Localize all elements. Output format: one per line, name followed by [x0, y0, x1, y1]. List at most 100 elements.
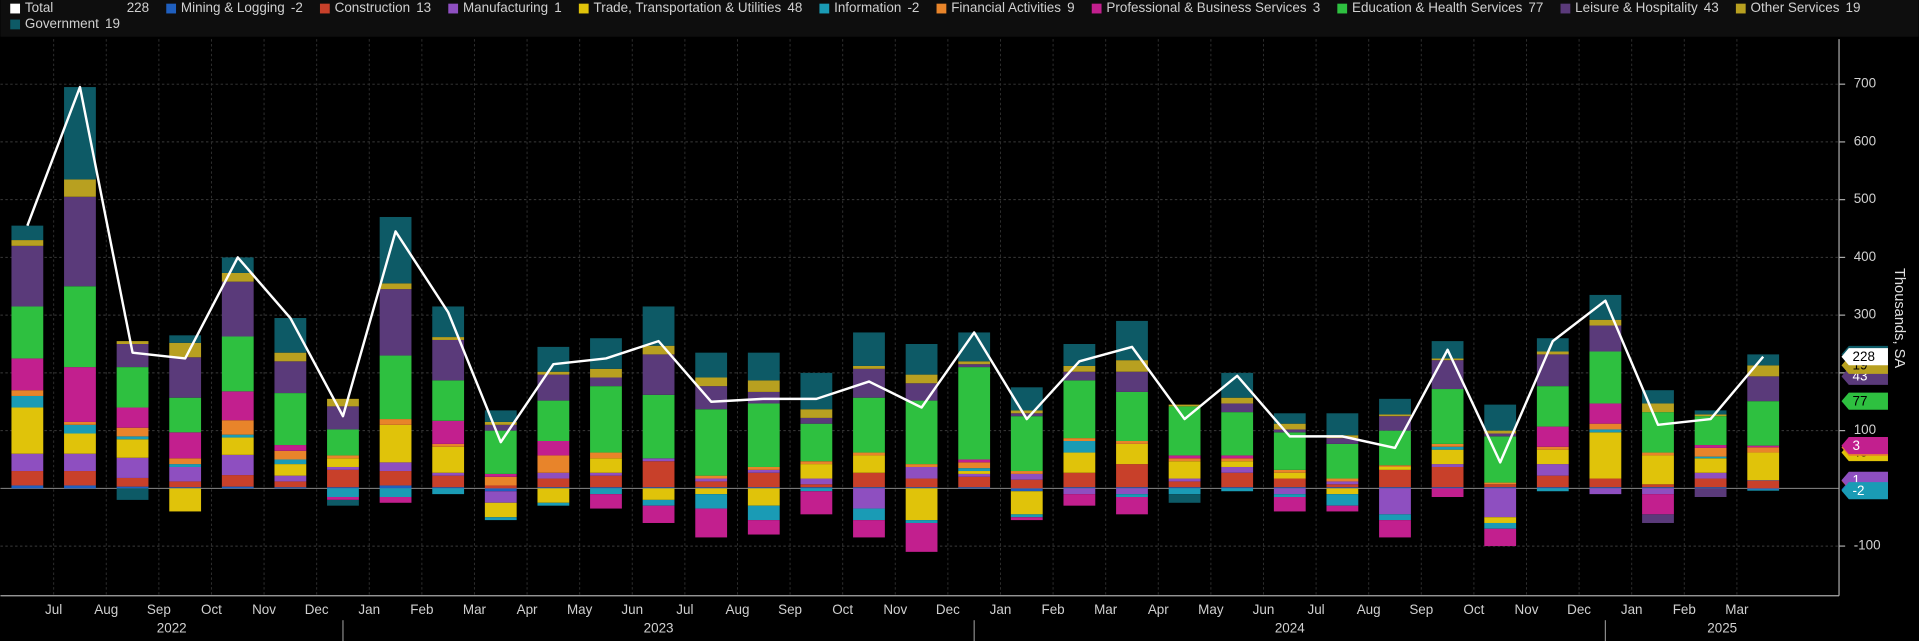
- y-tick-label: 600: [1854, 133, 1876, 148]
- bar-segment: [11, 240, 44, 246]
- bar-segment: [958, 364, 991, 368]
- bar-segment: [1379, 414, 1411, 417]
- bar-segment: [1431, 487, 1464, 489]
- y-tick-label: 400: [1854, 249, 1876, 264]
- bar-segment: [1116, 464, 1148, 488]
- bar-segment: [1010, 410, 1043, 414]
- bar-segment: [432, 475, 465, 488]
- bar-segment: [379, 485, 412, 489]
- bar-segment: [1536, 449, 1569, 465]
- bar-segment: [1221, 412, 1254, 456]
- bar-segment: [853, 365, 885, 369]
- bar-segment: [1642, 455, 1674, 485]
- bar-segment: [1273, 413, 1306, 424]
- bar-segment: [1747, 488, 1780, 490]
- legend-swatch: [10, 19, 21, 30]
- bar-segment: [327, 406, 359, 430]
- bar-segment: [1642, 514, 1674, 523]
- bar-segment: [642, 345, 675, 355]
- bar-segment: [958, 462, 991, 469]
- bar-segment: [1431, 358, 1464, 361]
- bar-segment: [1063, 344, 1096, 366]
- bar-segment: [905, 400, 938, 465]
- bar-segment: [64, 87, 96, 180]
- bar-segment: [1326, 438, 1359, 444]
- bar-segment: [853, 520, 885, 538]
- bar-segment: [590, 458, 622, 473]
- bar-segment: [1694, 445, 1727, 448]
- bar-segment: [221, 272, 254, 282]
- bar-segment: [11, 390, 44, 396]
- bar-segment: [642, 499, 675, 506]
- bar-segment: [905, 520, 938, 523]
- bar-segment: [64, 421, 96, 425]
- x-tick-label: Mar: [1725, 602, 1749, 617]
- x-tick-label: Jun: [621, 602, 643, 617]
- bar-segment: [1116, 487, 1148, 489]
- y-axis-label: Thousands, SA: [1891, 268, 1907, 368]
- legend-swatch: [10, 3, 21, 14]
- bar-segment: [1536, 446, 1569, 450]
- year-label: 2025: [1707, 620, 1737, 635]
- bar-segment: [1063, 452, 1096, 473]
- bar-segment: [695, 478, 728, 482]
- bar-segment: [327, 429, 359, 456]
- bar-segment: [327, 458, 359, 467]
- bar-segment: [1221, 466, 1254, 473]
- bar-segment: [11, 395, 44, 408]
- bar-segment: [432, 380, 465, 421]
- legend-item: Education & Health Services 77: [1337, 0, 1543, 15]
- bar-segment: [484, 502, 517, 518]
- bar-segment: [1063, 441, 1096, 453]
- bar-segment: [11, 453, 44, 472]
- bar-segment: [1221, 461, 1254, 467]
- bar-segment: [1116, 497, 1148, 515]
- bar-segment: [1221, 403, 1254, 413]
- bar-segment: [590, 377, 622, 387]
- bar-segment: [1273, 487, 1306, 489]
- legend-label: Mining & Logging: [181, 0, 285, 15]
- bar-segment: [1063, 494, 1096, 506]
- bar-segment: [221, 437, 254, 455]
- legend-label: Information: [834, 0, 901, 15]
- x-tick-label: Aug: [1357, 602, 1381, 617]
- y-tick-label: 700: [1854, 76, 1876, 91]
- bar-segment: [1168, 455, 1201, 459]
- x-tick-label: May: [1198, 602, 1224, 617]
- bar-segment: [1589, 488, 1622, 495]
- bar-segment: [221, 391, 254, 421]
- bar-segment: [1642, 494, 1674, 515]
- legend-swatch: [448, 3, 459, 14]
- bar-segment: [1536, 426, 1569, 447]
- bar-segment: [695, 494, 728, 509]
- x-tick-label: Feb: [410, 602, 433, 617]
- bar-segment: [1536, 488, 1569, 492]
- bar-segment: [1747, 489, 1780, 491]
- bar-segment: [642, 487, 675, 489]
- legend-label: Professional & Business Services: [1106, 0, 1306, 15]
- bar-segment: [1010, 514, 1043, 518]
- bar-segment: [1168, 494, 1201, 503]
- bar-segment: [853, 455, 885, 473]
- x-tick-label: Oct: [1463, 602, 1484, 617]
- x-tick-label: Jan: [358, 602, 380, 617]
- x-tick-label: Nov: [252, 602, 276, 617]
- bar-segment: [1642, 484, 1674, 488]
- bar-segment: [116, 407, 149, 428]
- value-marker: -2: [1841, 482, 1888, 500]
- bar-segment: [800, 372, 833, 410]
- bar-segment: [1168, 406, 1201, 456]
- legend-value: 1: [554, 0, 561, 15]
- bar-segment: [853, 397, 885, 453]
- bar-segment: [1747, 376, 1780, 402]
- x-tick-label: May: [567, 602, 593, 617]
- bar-segment: [327, 488, 359, 498]
- bar-segment: [1747, 480, 1780, 481]
- legend-swatch: [319, 3, 330, 14]
- bar-segment: [590, 452, 622, 459]
- bar-segment: [379, 488, 412, 498]
- bar-segment: [169, 342, 202, 358]
- bar-segment: [1747, 480, 1780, 489]
- legend-value: 19: [1846, 0, 1861, 15]
